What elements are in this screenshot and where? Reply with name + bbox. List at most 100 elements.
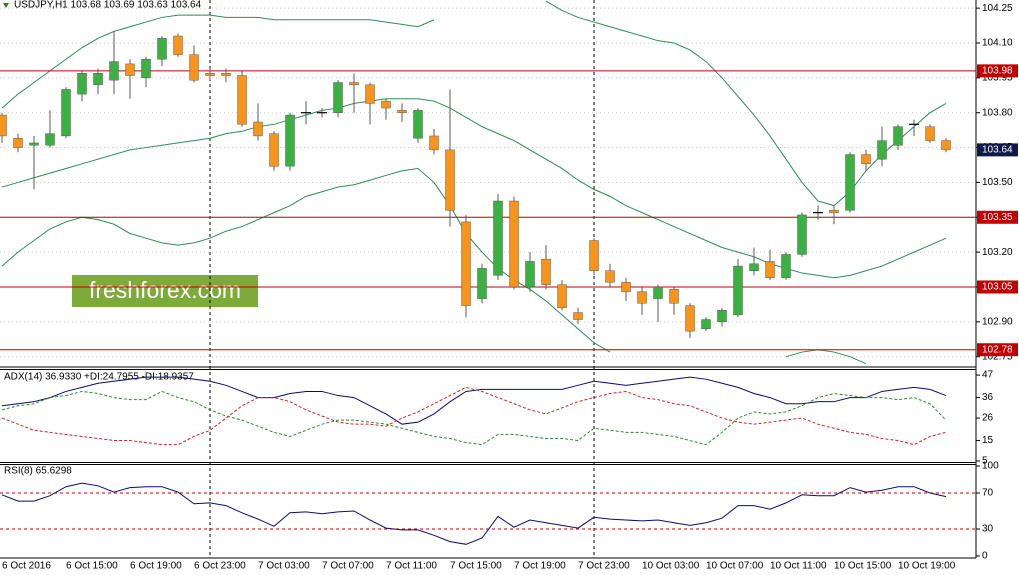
candle-body (797, 214, 807, 255)
last-price-label: 103.64 (982, 145, 1013, 156)
candle-body (125, 63, 135, 76)
candle-body (381, 100, 391, 109)
candle-body (93, 72, 103, 86)
level-label: 102.78 (982, 344, 1013, 355)
x-tick-label: 6 Oct 19:00 (130, 561, 182, 572)
candle-body (637, 291, 647, 304)
candle-body (493, 200, 503, 276)
candle-body (29, 142, 39, 146)
candle-body (525, 261, 535, 288)
candle-body (925, 126, 935, 141)
y-tick-label: 104.25 (982, 3, 1013, 14)
candle-body (157, 38, 167, 60)
y-tick-label: 103.80 (982, 107, 1013, 118)
candle-body (845, 154, 855, 211)
adx-title: ADX(14) 36.9330 +DI:24.7955 -DI:18.9357 (4, 372, 194, 383)
candle-body (61, 89, 71, 137)
x-tick-label: 10 Oct 07:00 (706, 561, 764, 572)
y-tick-label: 104.10 (982, 38, 1013, 49)
indicator-line (1, 376, 947, 425)
candle-body (509, 200, 519, 288)
y-tick-label: 70 (982, 488, 994, 499)
y-tick-label: 0 (982, 551, 988, 562)
x-tick-label: 7 Oct 11:00 (386, 561, 437, 572)
x-tick-label: 7 Oct 03:00 (258, 561, 310, 572)
level-label: 103.98 (982, 66, 1013, 77)
level-label-box (977, 210, 1018, 224)
candle-body (477, 268, 487, 299)
candle-body (893, 126, 903, 146)
candle-body (285, 114, 295, 167)
x-tick-label: 6 Oct 2016 (2, 561, 51, 572)
candle-body (205, 72, 215, 76)
candle-body (541, 258, 551, 285)
x-tick-label: 10 Oct 19:00 (898, 561, 956, 572)
level-label: 103.05 (982, 282, 1013, 293)
indicator-line (1, 482, 947, 545)
x-tick-label: 6 Oct 15:00 (66, 561, 118, 572)
y-tick-label: 102.90 (982, 316, 1013, 327)
candle-body (701, 319, 711, 330)
y-tick-label: 30 (982, 524, 994, 535)
candle-body (589, 240, 599, 271)
y-tick-label: 103.20 (982, 247, 1013, 258)
level-label-box (977, 343, 1018, 357)
candle-body (413, 110, 423, 139)
candle-body (237, 75, 247, 125)
candle-body (445, 149, 455, 211)
y-tick-label: 15 (982, 435, 994, 446)
candle-body (573, 312, 583, 320)
candle-body (141, 59, 151, 79)
level-label-box (977, 280, 1018, 294)
candle-body (877, 140, 887, 160)
y-tick-label: 5 (982, 456, 988, 467)
y-tick-label: 26 (982, 413, 994, 424)
candle-body (0, 114, 7, 137)
candle-body (173, 35, 183, 55)
candle-body (221, 72, 231, 76)
y-tick-label: 103.50 (982, 177, 1013, 188)
candle-body (653, 286, 663, 299)
candle-body (621, 282, 631, 292)
watermark-box (72, 275, 258, 307)
candle-body (941, 140, 951, 151)
level-label: 103.35 (982, 212, 1013, 223)
symbol-icon (3, 3, 9, 8)
y-tick-label: 100 (982, 461, 999, 472)
candle-body (749, 263, 759, 271)
last-price-box (977, 143, 1018, 157)
indicator-line (1, 386, 947, 446)
candle-body (669, 289, 679, 304)
x-tick-label: 6 Oct 23:00 (194, 561, 246, 572)
candle-body (765, 261, 775, 278)
candle-body (349, 82, 359, 86)
y-tick-label: 103.95 (982, 72, 1013, 83)
candle-body (333, 82, 343, 113)
candle-body (109, 61, 119, 81)
watermark: freshforex.com (89, 277, 241, 303)
x-tick-label: 7 Oct 23:00 (578, 561, 630, 572)
x-tick-label: 10 Oct 11:00 (770, 561, 827, 572)
candle-body (461, 221, 471, 306)
candle-body (365, 84, 375, 104)
y-tick-label: 47 (982, 370, 994, 381)
x-tick-label: 10 Oct 15:00 (834, 561, 892, 572)
rsi-title: RSI(8) 65.6298 (4, 466, 72, 477)
candle-body (269, 133, 279, 167)
candle-body (253, 121, 263, 137)
indicator-line (1, 390, 947, 446)
y-tick-label: 36 (982, 392, 994, 403)
candle-body (77, 72, 87, 95)
x-tick-label: 7 Oct 19:00 (514, 561, 566, 572)
candle-body (45, 133, 55, 146)
candle-body (605, 270, 615, 283)
band-lower (1, 167, 867, 365)
candle-body (189, 54, 199, 81)
candle-body (717, 310, 727, 323)
candle-body (829, 210, 839, 213)
candle-body (861, 154, 871, 165)
candle-body (685, 305, 695, 332)
level-label-box (977, 64, 1018, 78)
